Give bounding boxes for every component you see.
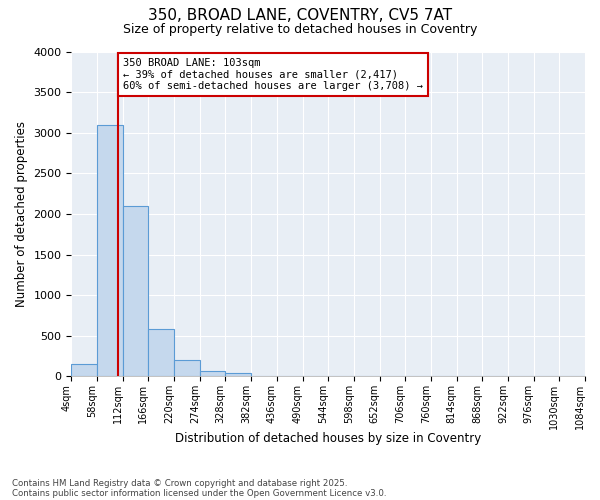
Bar <box>148 329 174 376</box>
Bar <box>71 364 97 376</box>
Text: Contains HM Land Registry data © Crown copyright and database right 2025.: Contains HM Land Registry data © Crown c… <box>12 478 347 488</box>
Text: Size of property relative to detached houses in Coventry: Size of property relative to detached ho… <box>123 22 477 36</box>
Text: 350 BROAD LANE: 103sqm
← 39% of detached houses are smaller (2,417)
60% of semi-: 350 BROAD LANE: 103sqm ← 39% of detached… <box>123 58 423 91</box>
Bar <box>97 124 123 376</box>
X-axis label: Distribution of detached houses by size in Coventry: Distribution of detached houses by size … <box>175 432 481 445</box>
Bar <box>123 206 148 376</box>
Text: 350, BROAD LANE, COVENTRY, CV5 7AT: 350, BROAD LANE, COVENTRY, CV5 7AT <box>148 8 452 22</box>
Bar <box>226 373 251 376</box>
Bar <box>174 360 200 376</box>
Bar <box>200 370 226 376</box>
Y-axis label: Number of detached properties: Number of detached properties <box>15 121 28 307</box>
Text: Contains public sector information licensed under the Open Government Licence v3: Contains public sector information licen… <box>12 488 386 498</box>
